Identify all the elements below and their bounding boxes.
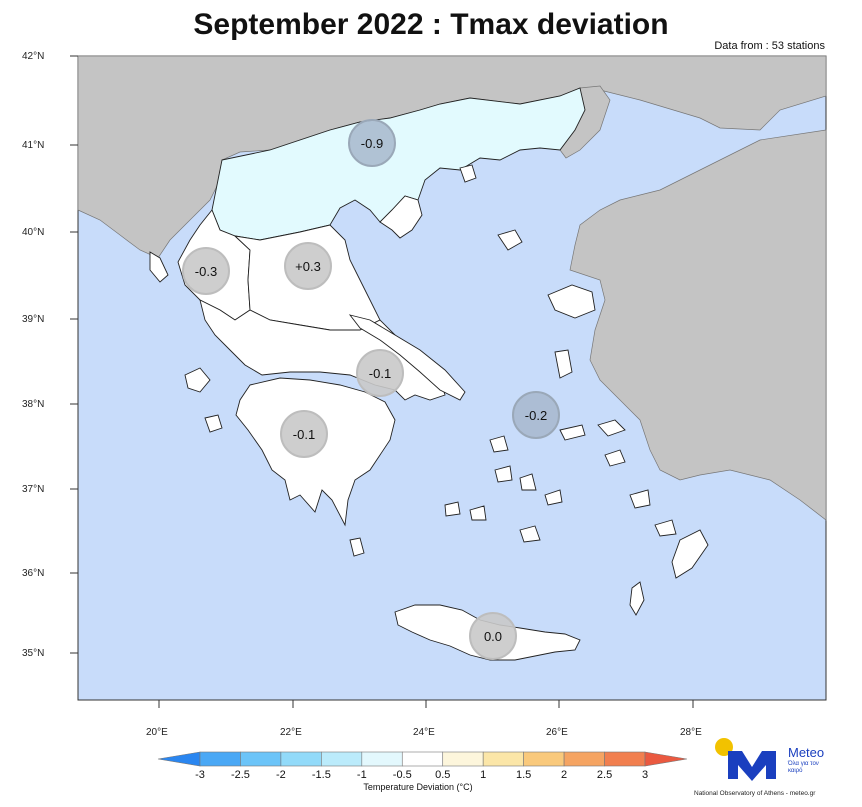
region-value: 0.0 (484, 629, 502, 644)
dodecanese-island (629, 489, 651, 509)
meteo-m-icon (715, 738, 776, 781)
region-value: -0.1 (369, 366, 391, 381)
lemnos-island (497, 229, 523, 251)
colorbar-cells (157, 751, 688, 767)
samos-island (559, 424, 586, 441)
neighbouring-countries (77, 55, 827, 521)
colorbar-ticks: -3 -2.5 -2 -1.5 -1 -0.5 0.5 1 1.5 2 2.5 3 (195, 769, 648, 781)
colorbar-cell (199, 751, 241, 767)
lat-label: 40°N (22, 227, 44, 238)
zakynthos-island (204, 414, 223, 433)
thassos-island (459, 164, 477, 183)
cyclades-island (444, 501, 461, 517)
ikaria-island (597, 419, 626, 437)
colorbar-cell (563, 751, 605, 767)
cyclades-island (519, 473, 537, 491)
region-value: -0.9 (361, 136, 383, 151)
cyclades-island (494, 465, 513, 483)
lat-label: 35°N (22, 648, 44, 659)
dodecanese-island (654, 519, 677, 537)
colorbar-tick-label: -0.5 (393, 769, 412, 781)
colorbar-tick-label: -2 (276, 769, 286, 781)
chios-island (554, 349, 573, 379)
colorbar-cell (280, 751, 322, 767)
region-value: -0.2 (525, 408, 547, 423)
rhodes-island (671, 529, 709, 579)
colorbar-tick-label: 3 (642, 769, 648, 781)
dodecanese-island (604, 449, 626, 467)
colorbar-high-arrow (644, 751, 688, 767)
colorbar-tick-label: -1.5 (312, 769, 331, 781)
region-bubble-aegean: -0.2 (512, 391, 560, 439)
region-bubble-crete: 0.0 (469, 612, 517, 660)
lon-label: 26°E (546, 727, 568, 738)
lesvos-island (547, 284, 596, 319)
cyclades-island (519, 525, 541, 543)
region-value: +0.3 (295, 259, 321, 274)
cyclades-island (544, 489, 563, 506)
lat-label: 41°N (22, 140, 44, 151)
region-bubble-peloponnese: -0.1 (280, 410, 328, 458)
data-source-note: Data from : 53 stations (714, 40, 825, 52)
colorbar-cell (523, 751, 565, 767)
colorbar-title: Temperature Deviation (°C) (363, 782, 472, 792)
colorbar-cell (321, 751, 363, 767)
kefalonia-island (184, 367, 211, 393)
latitude-labels: 42°N 41°N 40°N 39°N 38°N 37°N 36°N 35°N (22, 51, 44, 659)
chalkidiki-peninsula (379, 195, 423, 239)
region-bubble-epirus: -0.3 (182, 247, 230, 295)
axis-ticks (70, 55, 694, 708)
colorbar-tick-label: 2 (561, 769, 567, 781)
colorbar-cell (240, 751, 282, 767)
map-title: September 2022 : Tmax deviation (193, 8, 669, 41)
longitude-labels: 20°E 22°E 24°E 26°E 28°E (146, 727, 702, 738)
colorbar-cell (482, 751, 524, 767)
colorbar-tick-label: -3 (195, 769, 205, 781)
colorbar: -3 -2.5 -2 -1.5 -1 -0.5 0.5 1 1.5 2 2.5 3 Temperatu… (157, 751, 688, 792)
colorbar-cell (442, 751, 484, 767)
lon-label: 22°E (280, 727, 302, 738)
logo-tagline: Όλα για τον καιρό (788, 761, 819, 774)
cyclades-island (489, 435, 509, 453)
lon-label: 24°E (413, 727, 435, 738)
lat-label: 38°N (22, 399, 44, 410)
kythira-island (349, 537, 365, 557)
deviation-bubbles: -0.9 -0.3 +0.3 -0.1 -0.1 -0.2 0.0 (182, 119, 560, 660)
region-bubble-macedonia-thrace: -0.9 (348, 119, 396, 167)
corfu-island (149, 251, 169, 283)
lon-label: 20°E (146, 727, 168, 738)
region-bubble-thessaly: +0.3 (284, 242, 332, 290)
colorbar-tick-label: -2.5 (231, 769, 250, 781)
colorbar-tick-label: 1.5 (516, 769, 531, 781)
region-value: -0.1 (293, 427, 315, 442)
lat-label: 42°N (22, 51, 44, 62)
colorbar-tick-label: -1 (357, 769, 367, 781)
lon-label: 28°E (680, 727, 702, 738)
meteo-logo: Meteo Όλα για τον καιρό National Observa… (690, 735, 860, 805)
turkey-land (569, 129, 827, 521)
logo-credit: National Observatory of Athens - meteo.g… (694, 790, 816, 797)
cyclades-island (469, 505, 487, 521)
colorbar-cell (361, 751, 403, 767)
region-bubble-central-greece: -0.1 (356, 349, 404, 397)
lat-label: 39°N (22, 314, 44, 325)
euboea-island (348, 314, 466, 401)
colorbar-tick-label: 1 (480, 769, 486, 781)
region-value: -0.3 (195, 264, 217, 279)
colorbar-tick-label: 0.5 (435, 769, 450, 781)
lat-label: 36°N (22, 568, 44, 579)
colorbar-low-arrow (157, 751, 201, 767)
logo-name: Meteo (788, 745, 825, 760)
colorbar-cell (401, 751, 444, 767)
colorbar-cell (604, 751, 646, 767)
colorbar-tick-label: 2.5 (597, 769, 612, 781)
lat-label: 37°N (22, 484, 44, 495)
karpathos-island (629, 581, 645, 616)
